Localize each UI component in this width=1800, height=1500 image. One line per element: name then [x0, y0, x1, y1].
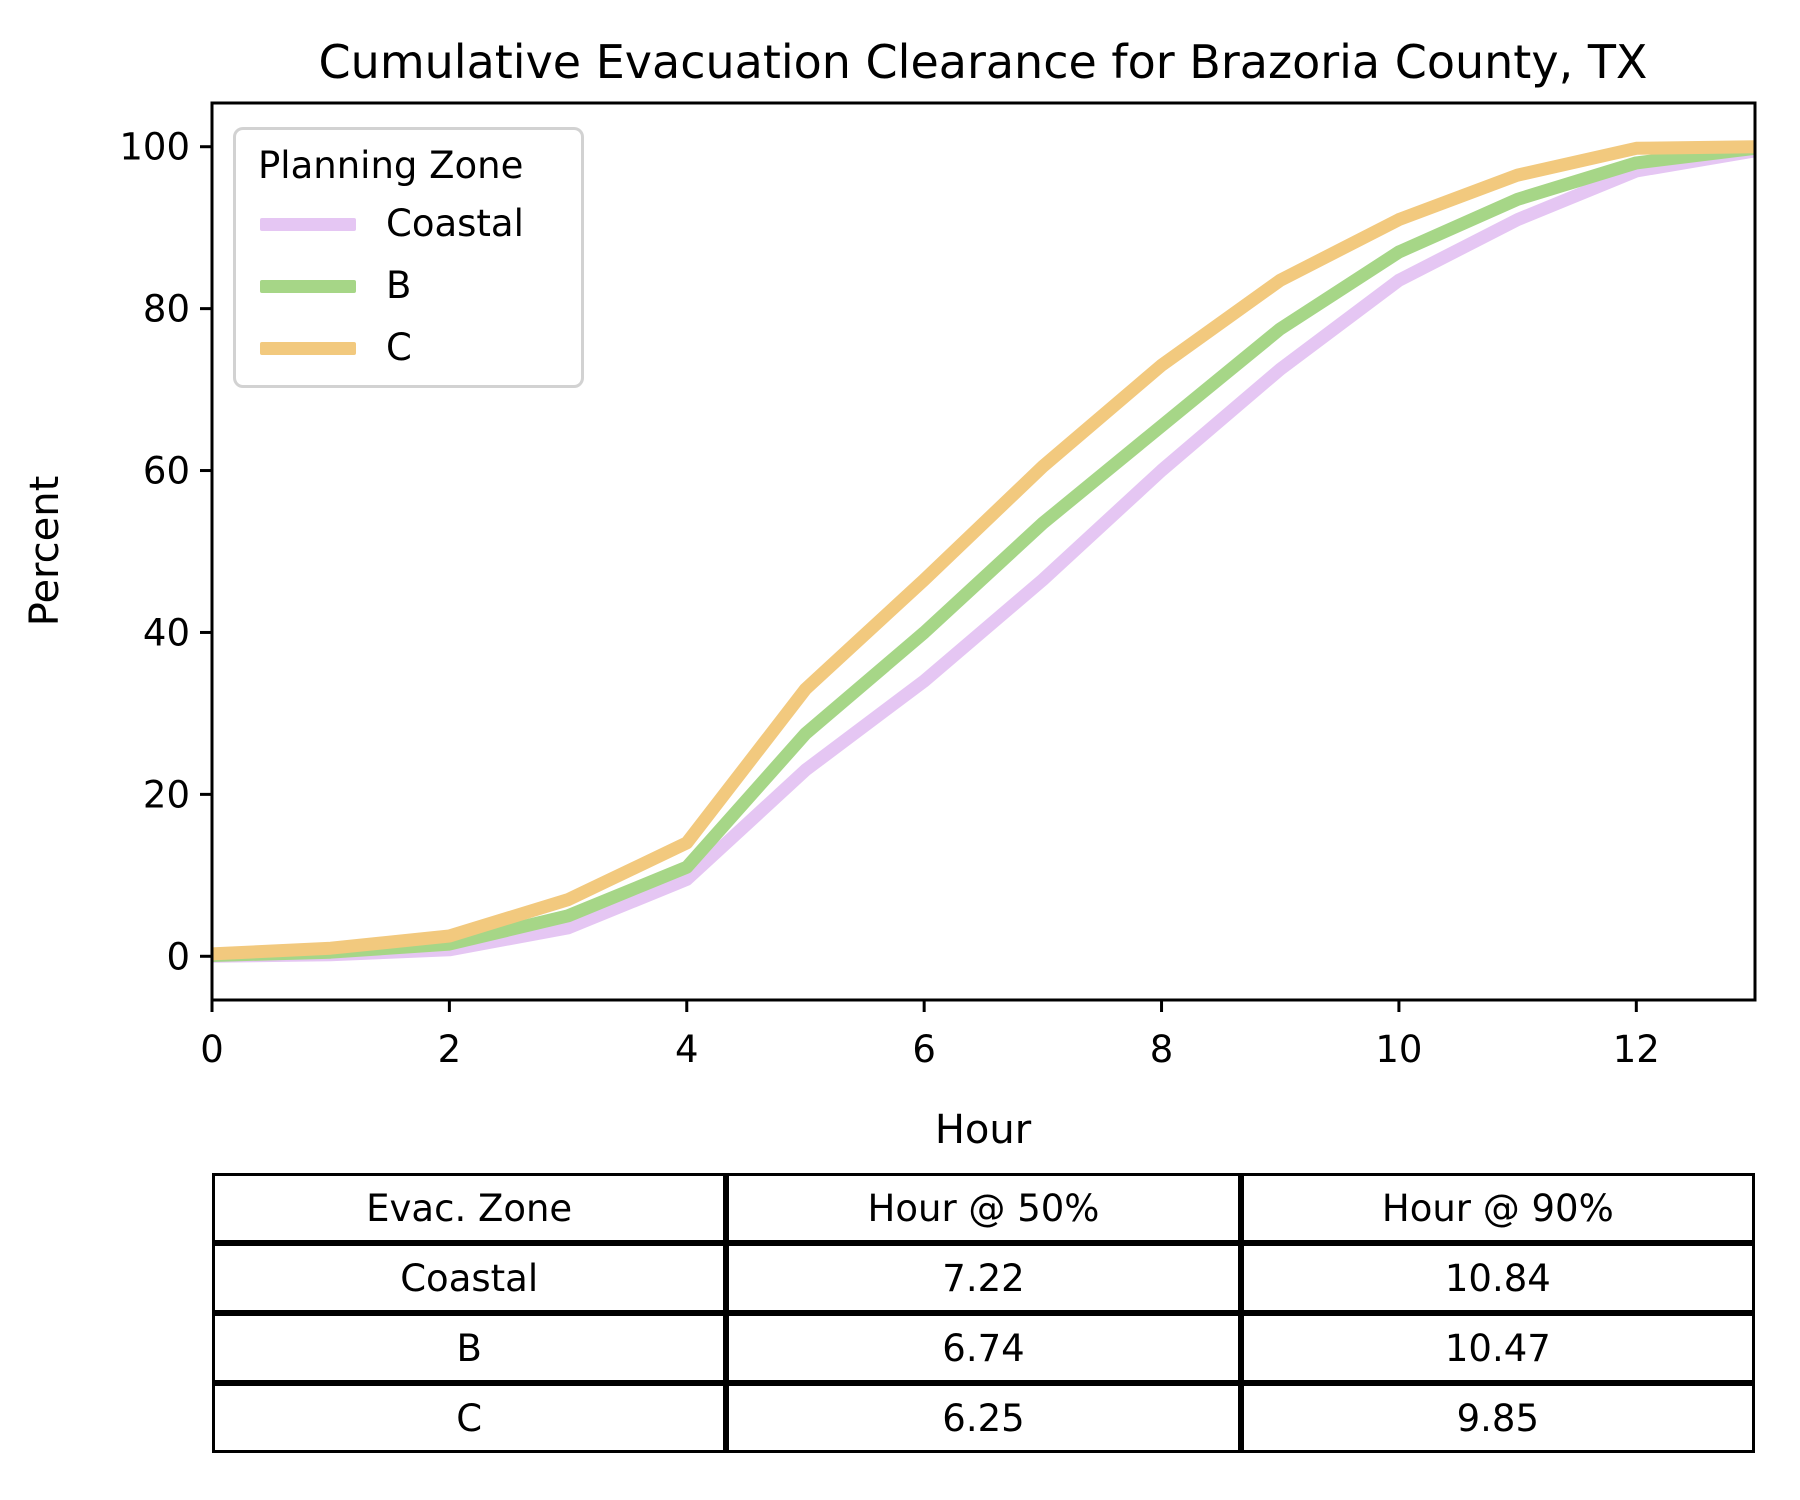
- table-cell: 10.47: [1240, 1313, 1755, 1383]
- table-row: Coastal 7.22 10.84: [212, 1243, 1755, 1313]
- table-row: C 6.25 9.85: [212, 1383, 1755, 1453]
- legend-item-b: B: [260, 264, 411, 308]
- y-tick-label: 80: [143, 288, 190, 331]
- table-cell: 10.84: [1240, 1243, 1755, 1313]
- clearance-line-chart: Cumulative Evacuation Clearance for Braz…: [22, 35, 1757, 1153]
- x-tick-label: 4: [675, 1028, 699, 1071]
- table-header-cell: Hour @ 50%: [726, 1173, 1241, 1243]
- legend-swatch-b: [260, 279, 356, 293]
- y-tick-label: 100: [119, 126, 190, 169]
- y-tick-label: 0: [166, 935, 190, 978]
- table-header-cell: Hour @ 90%: [1240, 1173, 1755, 1243]
- legend-title: Planning Zone: [258, 144, 524, 187]
- x-tick-label: 10: [1375, 1028, 1422, 1071]
- x-tick-label: 2: [438, 1028, 462, 1071]
- table-cell: 6.25: [726, 1383, 1241, 1453]
- legend-swatch-c: [260, 341, 356, 355]
- table-cell: Coastal: [212, 1243, 727, 1313]
- series-line-coastal: [211, 144, 1757, 963]
- legend-label: C: [386, 326, 412, 369]
- table-header-cell: Evac. Zone: [212, 1173, 727, 1243]
- legend: Planning Zone Coastal B C: [233, 127, 584, 388]
- table-cell: C: [212, 1383, 727, 1453]
- legend-item-c: C: [260, 326, 412, 370]
- table-cell: B: [212, 1313, 727, 1383]
- table-cell: 9.85: [1240, 1383, 1755, 1453]
- plot-area: 0 2 4 6 8 10 12 0 20 40 60 80 100: [119, 101, 1757, 1071]
- clearance-times-table: Evac. Zone Hour @ 50% Hour @ 90% Coastal 7.…: [212, 1173, 1755, 1453]
- y-axis-label: Percent: [22, 476, 68, 627]
- table-cell: 7.22: [726, 1243, 1241, 1313]
- plot-frame: [210, 101, 1757, 1002]
- series-line-c: [211, 140, 1756, 961]
- table-body: Coastal 7.22 10.84 B 6.74 10.47 C 6.25 9.85: [212, 1243, 1755, 1453]
- table-header: Evac. Zone Hour @ 50% Hour @ 90%: [212, 1173, 1755, 1243]
- x-tick-label: 12: [1613, 1028, 1660, 1071]
- y-tick-label: 40: [143, 611, 190, 654]
- chart-title: Cumulative Evacuation Clearance for Braz…: [319, 35, 1648, 89]
- legend-label: B: [386, 264, 412, 307]
- x-tick-label: 0: [200, 1028, 224, 1071]
- legend-item-coastal: Coastal: [260, 202, 524, 246]
- table-header-row: Evac. Zone Hour @ 50% Hour @ 90%: [212, 1173, 1755, 1243]
- legend-swatch-coastal: [260, 217, 356, 231]
- legend-label: Coastal: [386, 202, 524, 245]
- x-tick-label: 8: [1150, 1028, 1174, 1071]
- series-line-b: [211, 141, 1756, 962]
- x-tick-label: 6: [912, 1028, 936, 1071]
- y-tick-label: 60: [143, 450, 190, 493]
- table-row: B 6.74 10.47: [212, 1313, 1755, 1383]
- table-cell: 6.74: [726, 1313, 1241, 1383]
- x-axis-label: Hour: [935, 1107, 1032, 1153]
- y-tick-label: 20: [143, 773, 190, 816]
